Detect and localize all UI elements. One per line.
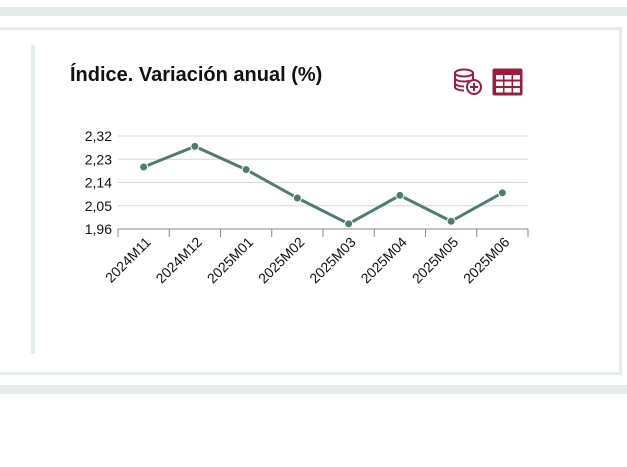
table-view-button[interactable]: [491, 67, 523, 97]
x-tick-label: 2025M04: [357, 234, 410, 287]
series-line: [143, 144, 504, 226]
y-tick-label: 2,05: [85, 198, 112, 214]
data-point: [292, 193, 302, 203]
y-tick-label: 2,32: [85, 128, 112, 144]
data-point: [395, 190, 405, 200]
data-point: [139, 162, 149, 172]
x-tick-label: 2024M12: [152, 234, 205, 287]
top-divider-band: [0, 7, 627, 16]
y-tick-label: 2,23: [85, 151, 112, 167]
table-icon: [492, 68, 523, 96]
database-plus-icon: [454, 68, 482, 95]
data-point: [446, 216, 456, 226]
data-point: [241, 165, 251, 175]
x-tick-label: 2025M03: [306, 234, 359, 287]
x-tick-label: 2025M02: [255, 234, 308, 287]
y-tick-label: 2,14: [85, 175, 112, 191]
data-point: [344, 219, 354, 229]
data-point: [497, 188, 507, 198]
card-left-rule: [31, 45, 35, 354]
chart-title: Índice. Variación anual (%): [70, 64, 323, 86]
x-tick-label: 2025M06: [460, 234, 513, 287]
add-data-button[interactable]: [452, 67, 482, 97]
data-point: [190, 141, 200, 151]
x-tick-label: 2025M05: [409, 234, 462, 287]
y-tick-label: 1,96: [85, 221, 112, 237]
bottom-divider-band: [0, 385, 627, 394]
x-tick-label: 2024M11: [102, 234, 154, 286]
x-tick-label: 2025M01: [204, 234, 257, 287]
